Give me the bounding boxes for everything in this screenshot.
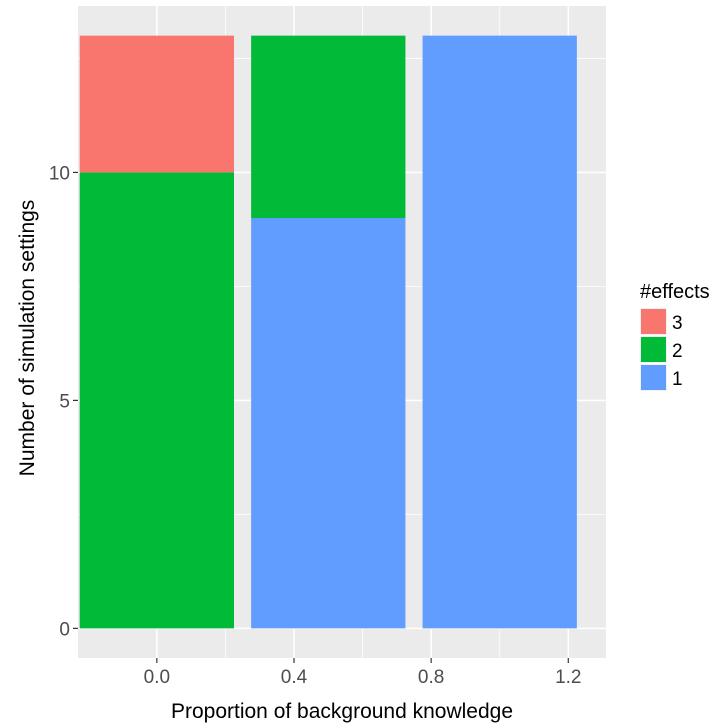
x-tick-label: 1.2 xyxy=(555,667,581,688)
legend-label: 1 xyxy=(672,369,683,390)
x-tick-label: 0.0 xyxy=(144,667,170,688)
y-axis-title: Number of simulation settings xyxy=(16,200,39,477)
bar-segment-effects-2 xyxy=(79,172,234,629)
x-tick-label: 0.4 xyxy=(281,667,308,688)
bars xyxy=(79,35,577,629)
x-axis-title: Proportion of background knowledge xyxy=(171,700,513,723)
y-tick-label: 0 xyxy=(59,619,70,640)
legend-label: 2 xyxy=(672,341,683,362)
y-tick-label: 5 xyxy=(59,391,70,412)
legend-title: #effects xyxy=(640,281,710,303)
legend-swatch-3 xyxy=(641,309,666,334)
x-tick-label: 0.8 xyxy=(418,667,444,688)
x-axis: 0.0 0.4 0.8 1.2 xyxy=(144,658,581,688)
bar-segment-effects-2 xyxy=(251,35,406,219)
bar-segment-effects-3 xyxy=(79,35,234,173)
legend-label: 3 xyxy=(672,313,683,334)
y-axis: 0 5 10 xyxy=(49,163,78,640)
bar-segment-effects-1 xyxy=(251,218,406,629)
legend-swatch-2 xyxy=(641,337,666,362)
legend-swatch-1 xyxy=(641,365,666,390)
legend: #effects 3 2 1 xyxy=(640,281,710,391)
y-tick-label: 10 xyxy=(49,163,70,184)
bar-segment-effects-1 xyxy=(422,35,577,629)
